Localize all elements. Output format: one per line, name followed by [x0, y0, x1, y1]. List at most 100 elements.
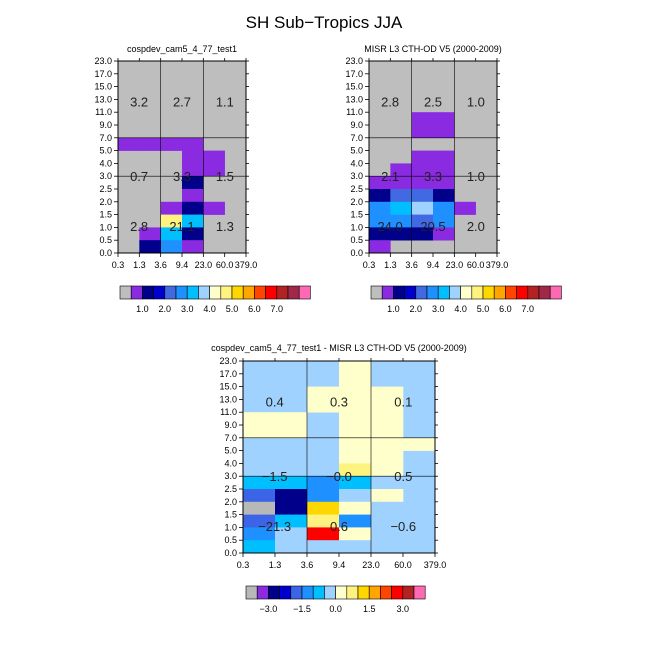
- heatmap-cell: [371, 425, 404, 439]
- heatmap-cell: [371, 437, 404, 451]
- colorbar-label: 1.0: [136, 304, 149, 314]
- heatmap-cell: [203, 163, 225, 177]
- y-tick-label: 7.0: [224, 433, 237, 443]
- y-tick-label: 17.0: [94, 69, 112, 79]
- heatmap-cell: [369, 201, 391, 215]
- y-tick-label: 15.0: [345, 82, 363, 92]
- heatmap-cell: [390, 176, 412, 190]
- heatmap-cell: [369, 176, 391, 190]
- region-label: 2.0: [467, 219, 485, 234]
- colorbar-swatch: [231, 285, 244, 300]
- colorbar-label: 6.0: [499, 304, 512, 314]
- colorbar-swatch: [175, 285, 188, 300]
- heatmap-cell: [433, 176, 455, 190]
- colorbar-swatch: [254, 285, 266, 300]
- heatmap-cell: [307, 501, 340, 515]
- x-tick-label: 23.0: [362, 560, 380, 570]
- heatmap-cell: [371, 412, 404, 426]
- heatmap-cell: [139, 137, 161, 151]
- colorbar-swatch: [324, 585, 336, 600]
- x-tick-label: 379.0: [486, 260, 509, 270]
- colorbar-label: 3.0: [432, 304, 445, 314]
- y-tick-label: 2.0: [99, 197, 112, 207]
- colorbar-label: 5.0: [226, 304, 239, 314]
- y-tick-label: 0.5: [350, 235, 363, 245]
- heatmap-cell: [182, 163, 204, 177]
- heatmap-cell: [369, 214, 391, 228]
- colorbar-label: 2.0: [410, 304, 423, 314]
- heatmap-cell: [339, 476, 372, 490]
- heatmap-cell: [139, 240, 161, 254]
- heatmap-cell: [390, 214, 412, 228]
- heatmap-cell: [433, 150, 455, 164]
- colorbars: 1.0 2.0 3.0 4.0 5.0 6.0 7.0 1.0 2.0 3.0 4.0 5.0 6.0 7…: [119, 285, 562, 614]
- heatmap-cell: [339, 412, 372, 426]
- x-tick-label: 1.3: [384, 260, 397, 270]
- x-tick-label: 3.6: [301, 560, 314, 570]
- colorbar-swatch: [335, 585, 348, 600]
- heatmap-cell: [275, 489, 308, 503]
- colorbar-swatch: [391, 585, 404, 600]
- colorbar-swatch: [245, 585, 258, 600]
- heatmap-cell: [339, 501, 372, 515]
- heatmap-cell: [433, 163, 455, 177]
- heatmap-cell: [243, 527, 276, 541]
- colorbar-swatch: [256, 585, 269, 600]
- colorbar-swatch: [370, 285, 383, 300]
- panel-title: cospdev_cam5_4_77_test1: [127, 44, 237, 54]
- colorbar-label: 3.0: [397, 604, 410, 614]
- region-label: 24.0: [377, 219, 402, 234]
- heatmap-cell: [411, 125, 434, 139]
- heatmap-cell: [243, 514, 276, 528]
- heatmap-cell: [275, 412, 308, 426]
- heatmap-cell: [454, 201, 476, 215]
- heatmap-cell: [371, 399, 404, 413]
- y-tick-label: 1.5: [99, 210, 112, 220]
- y-tick-label: 5.0: [99, 146, 112, 156]
- y-tick-label: 1.0: [224, 522, 237, 532]
- x-tick-label: 60.0: [394, 560, 412, 570]
- region-label: 0.4: [266, 394, 284, 409]
- heatmap-cell: [371, 540, 404, 554]
- colorbar-swatch: [301, 585, 314, 600]
- colorbar-swatch: [505, 285, 517, 300]
- y-tick-label: 1.0: [99, 222, 112, 232]
- heatmap-cell: [411, 176, 434, 190]
- heatmap-cell: [371, 501, 404, 515]
- heatmap-cell: [371, 476, 404, 490]
- y-tick-label: 7.0: [99, 133, 112, 143]
- heatmap-cell: [339, 399, 372, 413]
- y-tick-label: 9.0: [99, 120, 112, 130]
- heatmap-cell: [307, 476, 340, 490]
- heatmap-cell: [339, 527, 372, 541]
- y-tick-label: 1.5: [350, 210, 363, 220]
- panel-title: MISR L3 CTH-OD V5 (2000-2009): [364, 44, 502, 54]
- x-tick-label: 60.0: [467, 260, 485, 270]
- colorbar-swatch: [538, 285, 551, 300]
- y-tick-label: 3.0: [350, 171, 363, 181]
- region-label: 0.5: [394, 469, 412, 484]
- y-tick-label: 2.0: [350, 197, 363, 207]
- heatmap-cell: [371, 514, 404, 528]
- colorbar-obs: 1.0 2.0 3.0 4.0 5.0 6.0 7.0: [370, 285, 562, 314]
- colorbar-swatch: [130, 285, 143, 300]
- colorbar-label: −1.5: [293, 604, 311, 614]
- heatmap-cell: [275, 540, 308, 554]
- heatmap-cell: [307, 527, 340, 541]
- region-label: 20.5: [420, 219, 445, 234]
- y-tick-label: 11.0: [346, 107, 363, 117]
- heatmap-cell: [307, 386, 340, 400]
- colorbar-swatch: [346, 585, 359, 600]
- heatmap-cell: [411, 227, 434, 241]
- heatmap-cell: [411, 112, 434, 126]
- colorbar-label: 7.0: [271, 304, 284, 314]
- y-tick-label: 5.0: [350, 146, 363, 156]
- colorbar-swatch: [290, 585, 303, 600]
- y-tick-label: 0.5: [99, 235, 112, 245]
- y-tick-label: 2.5: [224, 484, 237, 494]
- heatmap-cell: [390, 201, 412, 215]
- colorbar-swatch: [220, 285, 233, 300]
- y-tick-label: 11.0: [220, 407, 237, 417]
- colorbar-swatch: [198, 285, 210, 300]
- panel-diff: cospdev_cam5_4_77_test1 - MISR L3 CTH-OD…: [211, 343, 467, 570]
